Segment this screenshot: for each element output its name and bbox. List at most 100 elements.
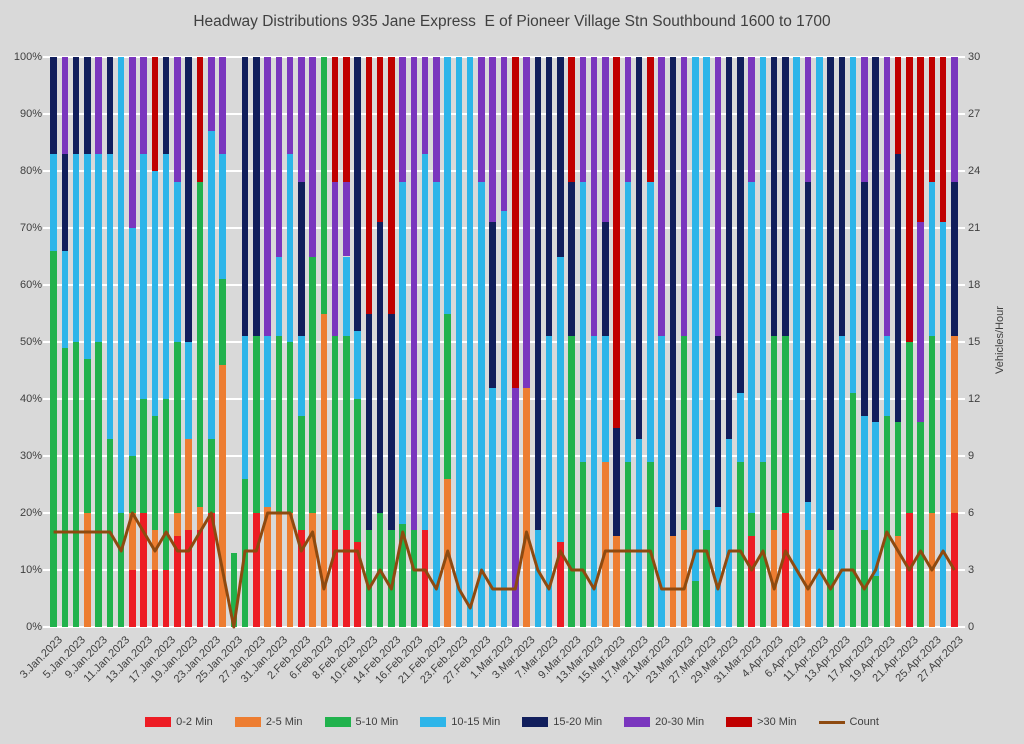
count-line <box>53 511 956 629</box>
bar-segment <box>230 552 238 627</box>
legend-swatch <box>145 717 172 727</box>
legend-swatch <box>522 717 549 727</box>
right-axis-tick: 24 <box>968 164 981 177</box>
bar-segment <box>129 228 136 456</box>
bar-segment <box>365 530 373 627</box>
bar-segment <box>151 171 159 417</box>
bar-segment <box>568 182 575 337</box>
bar-segment <box>545 336 553 627</box>
bar-segment <box>241 57 249 337</box>
bar-segment <box>725 438 733 627</box>
bar-segment <box>658 57 665 337</box>
bar-segment <box>557 256 564 542</box>
bar-segment <box>512 387 519 627</box>
bar-segment <box>635 438 643 627</box>
bar-segment <box>309 513 316 627</box>
right-axis-tick: 18 <box>968 278 981 291</box>
right-axis-tick: 9 <box>968 449 975 462</box>
legend-item[interactable]: 5-10 Min <box>324 716 398 728</box>
bar-segment <box>162 57 170 154</box>
left-axis-tick: 80% <box>19 164 42 177</box>
bar-segment <box>613 535 620 627</box>
bar-segment <box>286 57 294 154</box>
bar-segment <box>376 57 384 223</box>
bar-segment <box>590 57 598 337</box>
legend-item[interactable]: 0-2 Min <box>145 716 213 728</box>
bar-segment <box>50 57 57 154</box>
bar-segment <box>354 541 361 627</box>
bar-segment <box>770 530 778 627</box>
bar-segment <box>680 530 688 627</box>
right-axis-tickmark <box>960 569 965 571</box>
bar-segment <box>61 153 69 251</box>
right-axis-tick: 0 <box>968 620 975 633</box>
bar-segment <box>309 57 316 257</box>
bar-segment <box>286 153 294 342</box>
bar-segment <box>72 57 80 154</box>
bar-segment <box>185 57 192 342</box>
bar-segment <box>388 313 395 531</box>
left-axis-tick: 70% <box>19 221 42 234</box>
bar-segment <box>433 182 440 627</box>
left-axis-tickmark <box>43 170 48 172</box>
bar-segment <box>298 416 305 531</box>
bar-segment <box>579 57 587 183</box>
bar-segment <box>545 57 553 337</box>
legend-label: 15-20 Min <box>553 716 603 728</box>
bar-segment <box>703 530 710 627</box>
bar-segment <box>861 57 868 183</box>
bar-segment <box>816 57 823 627</box>
bar-segment <box>489 222 496 388</box>
bar-segment <box>331 57 339 183</box>
bar-segment <box>557 541 564 627</box>
plot-area <box>48 56 960 629</box>
bar-segment <box>151 57 159 171</box>
bar-segment <box>861 530 868 627</box>
bar-segment <box>264 507 271 627</box>
legend-item[interactable]: 2-5 Min <box>234 716 303 728</box>
bar-segment <box>162 153 170 399</box>
bar-segment <box>343 182 350 257</box>
legend-item[interactable]: 10-15 Min <box>420 716 500 728</box>
bar-segment <box>196 507 204 531</box>
legend-item[interactable]: 15-20 Min <box>522 716 602 728</box>
bar-segment <box>140 153 147 399</box>
bar-segment <box>286 342 294 513</box>
bar-segment <box>647 57 654 183</box>
bar-segment <box>951 336 958 513</box>
legend-item[interactable]: >30 Min <box>726 716 797 728</box>
bar-segment <box>928 57 936 183</box>
bar-segment <box>298 57 305 183</box>
bar-segment <box>568 57 575 183</box>
bar-segment <box>951 182 958 337</box>
bar-segment <box>804 182 812 502</box>
left-axis-tick: 60% <box>19 278 42 291</box>
bar-segment <box>286 513 294 627</box>
bar-segment <box>399 524 406 627</box>
bar-segment <box>444 57 451 314</box>
bar-segment <box>151 416 159 531</box>
bar-segment <box>151 570 159 627</box>
bar-segment <box>804 57 812 183</box>
bar-segment <box>298 182 305 337</box>
bar-segment <box>264 57 271 337</box>
right-axis-tickmark <box>960 56 965 58</box>
bar-segment <box>883 57 891 337</box>
right-axis-tickmark <box>960 284 965 286</box>
legend-item[interactable]: 20-30 Min <box>624 716 704 728</box>
bar-segment <box>759 461 767 627</box>
bar-segment <box>680 57 688 337</box>
bar-segment <box>410 57 418 531</box>
bar-segment <box>804 530 812 627</box>
legend-item[interactable]: Count <box>818 716 879 728</box>
right-axis-tickmark <box>960 626 965 628</box>
bar-segment <box>951 57 958 183</box>
bar-segment <box>84 513 91 627</box>
right-axis-tick: 21 <box>968 221 981 234</box>
bar-segment <box>354 57 361 331</box>
bar-segment <box>613 57 620 428</box>
bar-segment <box>714 336 722 508</box>
bar-segment <box>872 421 879 576</box>
bar-segment <box>140 399 147 513</box>
bar-segment <box>748 182 755 513</box>
